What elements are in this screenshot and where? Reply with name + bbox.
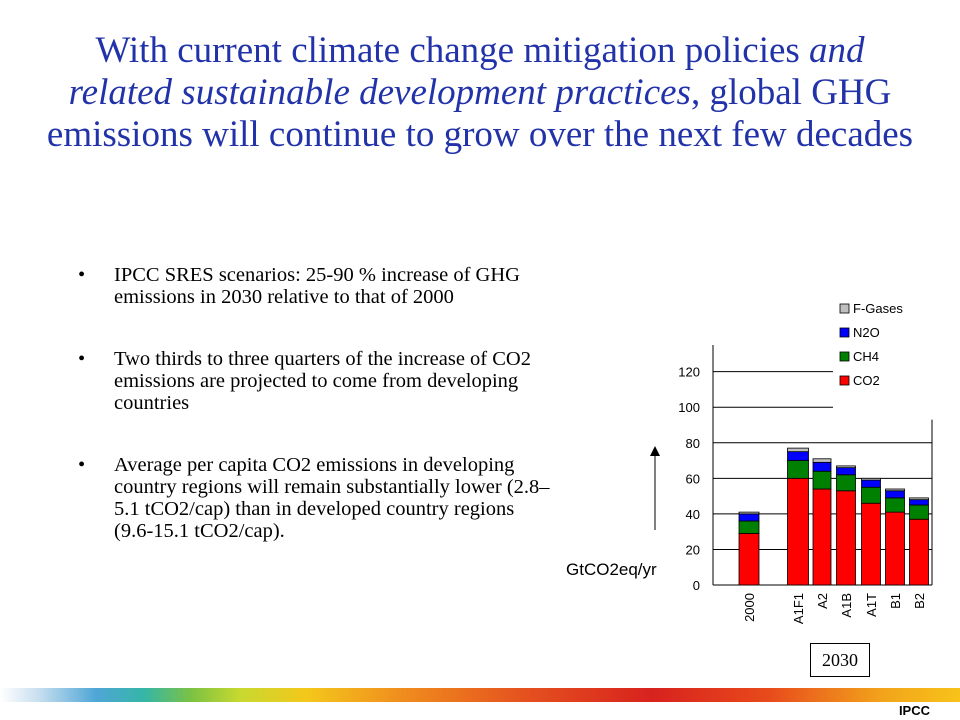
bullet-item: • IPCC SRES scenarios: 25-90 % increase o… (78, 264, 558, 308)
legend-swatch (839, 375, 850, 386)
legend-swatch (839, 303, 850, 314)
x-tick-label: A1T (864, 593, 879, 617)
legend-label: CH4 (853, 349, 879, 364)
bar-segment-n2o (812, 461, 832, 472)
y-tick-label: 100 (678, 400, 700, 415)
legend-swatch (839, 351, 850, 362)
x-tick-label: A1F1 (791, 593, 806, 624)
bar-segment-ch4 (836, 474, 856, 492)
bar-segment-ch4 (812, 470, 832, 490)
bar-segment-f-gases (861, 477, 881, 481)
bar-segment-co2 (861, 502, 881, 586)
bullet-item: • Two thirds to three quarters of the inc… (78, 348, 558, 414)
x-tick-label: B1 (888, 593, 903, 609)
bar-segment-co2 (885, 511, 905, 586)
legend-label: CO2 (853, 373, 880, 388)
bar-segment-f-gases (909, 497, 929, 501)
bar-segment-n2o (738, 513, 760, 522)
title-part-3: , global GHG emissions will continue to … (46, 72, 914, 155)
bullet-marker: • (78, 348, 86, 370)
bar-segment-ch4 (885, 497, 905, 513)
y-tick-label: 40 (686, 507, 700, 522)
bullet-list: • IPCC SRES scenarios: 25-90 % increase o… (78, 264, 558, 542)
bullet-text: Two thirds to three quarters of the incr… (114, 348, 531, 414)
ipcc-logo: IPCC (898, 703, 930, 718)
x-tick-label: A2 (815, 593, 830, 609)
bar-segment-f-gases (836, 465, 856, 469)
title-part-2-italic: and related sustainable development prac… (68, 30, 865, 113)
x-tick-label: B2 (912, 593, 927, 609)
bar-segment-ch4 (861, 486, 881, 504)
bar-segment-ch4 (909, 504, 929, 520)
bar-segment-f-gases (885, 488, 905, 492)
legend-label: N2O (853, 325, 880, 340)
bar-segment-co2 (836, 490, 856, 586)
bullet-text: IPCC SRES scenarios: 25-90 % increase of… (114, 264, 520, 308)
bar-segment-f-gases (812, 458, 832, 463)
title-part-1: With current climate change mitigation p… (95, 30, 810, 71)
color-gradient-bar (0, 688, 960, 702)
bullet-marker: • (78, 454, 86, 476)
y-tick-label: 0 (693, 578, 700, 593)
y-tick-label: 20 (686, 542, 700, 557)
bar-segment-f-gases (787, 447, 809, 453)
bar-segment-co2 (812, 488, 832, 586)
legend-label: F-Gases (853, 301, 903, 316)
axis-arrow-head (650, 446, 660, 456)
bar-segment-co2 (738, 533, 760, 586)
x-tick-label: A1B (839, 593, 854, 618)
bar-segment-f-gases (738, 511, 760, 515)
bar-segment-n2o (836, 467, 856, 476)
emissions-bar-chart: 0 20 40 60 80 100 120 2000 A1F1 A2 A1B A1T B1 B2 F-Gas… (566, 298, 948, 624)
bar-segment-co2 (909, 518, 929, 586)
bar-segment-ch4 (738, 520, 760, 534)
x-tick-label: 2000 (742, 593, 757, 622)
y-tick-label: 80 (686, 436, 700, 451)
year-2030-label: 2030 (810, 643, 870, 677)
bar-segment-co2 (787, 477, 809, 586)
bar-segment-n2o (885, 490, 905, 499)
bullet-text: Average per capita CO2 emissions in deve… (114, 454, 550, 542)
slide-title: With current climate change mitigation p… (40, 30, 920, 156)
bar-segment-ch4 (787, 460, 809, 479)
legend-swatch (839, 327, 850, 338)
y-tick-label: 60 (686, 471, 700, 486)
bullet-marker: • (78, 264, 86, 286)
legend-box (833, 298, 948, 410)
bar-segment-n2o (861, 479, 881, 488)
bar-segment-n2o (909, 499, 929, 506)
y-tick-label: 120 (678, 365, 700, 380)
bar-segment-n2o (787, 451, 809, 461)
y-axis-label: GtCO2eq/yr (566, 560, 657, 579)
bullet-item: • Average per capita CO2 emissions in dev… (78, 454, 558, 542)
